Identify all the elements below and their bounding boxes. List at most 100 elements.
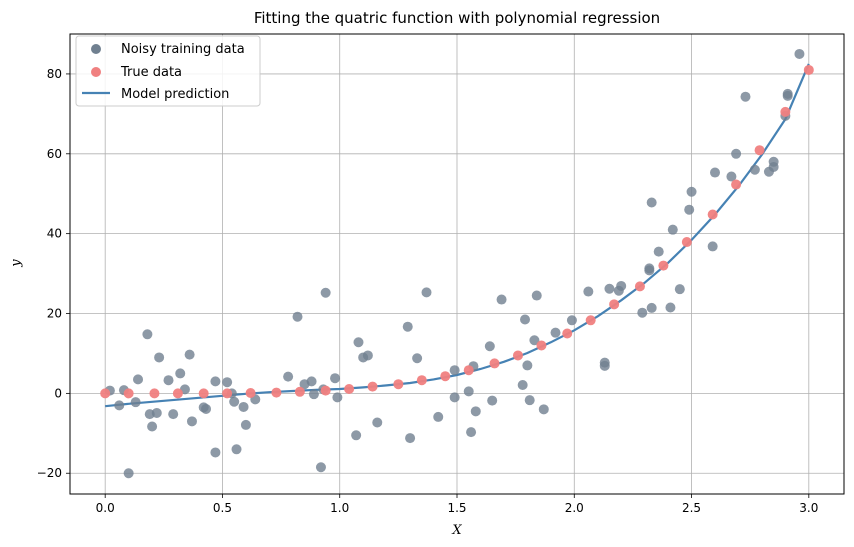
noisy-data-point [731,148,742,159]
noisy-data-point [740,91,751,102]
noisy-data-point [517,379,528,390]
noisy-data-point [710,167,720,178]
y-tick-label: 60 [47,147,62,161]
noisy-data-point [531,290,542,301]
true-data-point [658,260,669,271]
true-data-point [681,237,692,248]
x-tick-label: 0.5 [213,501,232,515]
noisy-data-point [222,377,233,388]
model-prediction-line [105,63,810,408]
true-data-point [198,388,209,399]
legend: Noisy training data True data Model pred… [75,35,261,107]
noisy-data-point [186,416,197,427]
legend-marker-noisy [91,44,101,54]
true-data-point [440,371,451,382]
noisy-data-point [644,265,655,276]
true-data-point [803,64,814,75]
true-data-point [416,375,427,386]
x-tick-label: 1.0 [330,501,349,515]
noisy-data-point [529,335,540,346]
noisy-data-point [320,287,331,298]
noisy-data-point [550,327,561,338]
true-data-point [754,145,765,156]
noisy-data-point [449,365,460,376]
noisy-data-point [142,329,153,340]
noisy-data-point [351,430,362,441]
noisy-data-point [412,353,423,364]
true-data-point [585,315,596,326]
true-data-point [149,388,160,399]
noisy-data-point [330,373,341,384]
noisy-data-point [707,241,718,252]
y-axis-label: y [9,259,24,268]
noisy-data-point [168,409,179,420]
noisy-data-point [463,386,474,397]
noisy-data-point [566,315,577,326]
x-tick-label: 2.0 [565,501,584,515]
noisy-data-point [405,433,416,444]
noisy-data-point [306,376,317,387]
noisy-data-point [210,447,221,458]
noisy-data-point [147,421,158,432]
true-data-point [123,388,134,399]
noisy-data-point [665,302,676,313]
noisy-data-point [372,417,383,428]
noisy-data-point [308,389,319,400]
noisy-data-point [238,401,249,412]
true-data-point [489,358,500,369]
noisy-data-point [449,392,460,403]
noisy-data-point [496,294,507,305]
noisy-data-point [175,368,186,379]
noisy-data-point [583,286,594,297]
x-tick-label: 1.5 [447,501,466,515]
noisy-data-point [201,403,212,414]
true-data-point [609,299,620,310]
noisy-data-point [433,411,444,422]
y-tick-label: 20 [47,307,62,321]
true-data-point [393,379,404,390]
y-tick-label: 0 [54,386,62,400]
noisy-data-point [524,395,535,406]
noisy-data-point [686,186,697,197]
noisy-data-point [674,284,685,295]
noisy-data-point [240,419,251,430]
model-prediction-series [105,63,810,408]
x-tick-label: 2.5 [682,501,701,515]
legend-label-noisy: Noisy training data [121,42,245,57]
true-data-point [100,388,111,399]
noisy-data-point [123,468,134,479]
noisy-data-point [133,374,144,385]
noisy-data-point [768,156,779,167]
true-data-point [536,340,547,351]
true-data-point [707,209,718,220]
x-tick-label: 0.0 [96,501,115,515]
noisy-data-point [114,400,125,411]
noisy-data-point [484,341,495,352]
noisy-data-point [466,427,477,438]
legend-label-true: True data [120,65,182,80]
noisy-data-point [599,360,610,371]
noisy-data-point [604,283,615,294]
noisy-data-point [749,164,760,175]
noisy-data-point [726,171,737,182]
noisy-data-point [332,392,343,403]
legend-box [75,35,261,107]
noisy-data-point [782,90,793,101]
noisy-data-point [646,197,657,208]
noisy-data-point [421,287,432,298]
x-tick-label: 3.0 [799,501,818,515]
y-tick-label: 40 [47,227,62,241]
noisy-data-point [794,48,805,59]
true-data-point [294,386,305,397]
y-tick-label: −20 [37,466,62,480]
noisy-data-point [402,321,413,332]
noisy-training-series [104,48,805,479]
noisy-data-point [283,371,294,382]
noisy-data-point [487,395,498,406]
true-data-point [367,381,378,392]
noisy-data-point [154,352,165,363]
noisy-data-point [667,224,678,235]
noisy-data-point [646,302,657,313]
noisy-data-point [163,375,174,386]
